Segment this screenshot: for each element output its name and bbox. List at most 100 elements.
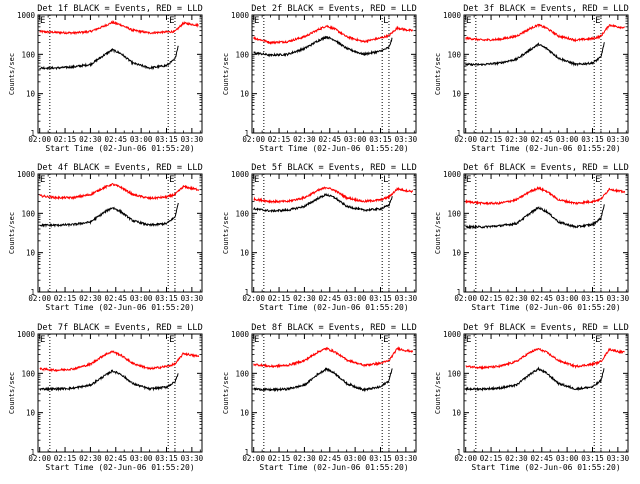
x-tick-label: 03:00	[344, 294, 367, 303]
x-tick-label: 02:15	[54, 454, 77, 463]
detector-panel-2: Det 2f BLACK = Events, RED = LLD Start Ti…	[222, 4, 418, 153]
y-tick-label: 1	[456, 448, 461, 457]
x-tick-label: 03:00	[344, 135, 367, 144]
plot-frame	[251, 173, 417, 293]
corner-mark-left: E	[40, 335, 45, 345]
corner-mark-right: E	[169, 335, 174, 345]
detector-panel-8: Det 8f BLACK = Events, RED = LLD Start Ti…	[222, 323, 418, 472]
corner-mark-left: E	[466, 175, 471, 185]
x-tick-label: 02:00	[454, 294, 477, 303]
plot-frame	[463, 14, 629, 134]
y-tick-label: 100	[235, 209, 249, 218]
x-tick-label: 02:15	[54, 135, 77, 144]
y-tick-label: 1	[456, 129, 461, 138]
lld-series-line	[253, 346, 414, 369]
corner-mark-left: E	[254, 175, 259, 185]
events-series-line	[39, 45, 179, 71]
y-axis-label: Counts/sec	[8, 212, 16, 254]
x-tick-label: 03:30	[181, 135, 204, 144]
detector-panel-5: Det 5f BLACK = Events, RED = LLD Start Ti…	[222, 163, 418, 312]
x-tick-label: 03:30	[607, 135, 630, 144]
x-tick-label: 02:45	[318, 294, 341, 303]
x-tick-label: 03:15	[369, 454, 392, 463]
y-tick-label: 1000	[231, 170, 250, 179]
y-tick-label: 10	[26, 409, 36, 418]
y-axis-label: Counts/sec	[8, 53, 16, 95]
x-tick-label: 03:00	[556, 454, 579, 463]
x-tick-label: 02:30	[293, 454, 316, 463]
x-tick-label: 03:00	[344, 454, 367, 463]
corner-mark-left: E	[254, 335, 259, 345]
y-tick-label: 1	[456, 288, 461, 297]
x-tick-label: 02:00	[242, 294, 265, 303]
x-tick-label: 03:00	[130, 294, 153, 303]
detector-panel-3: Det 3f BLACK = Events, RED = LLD Start Ti…	[434, 4, 630, 153]
detector-panel-1: Det 1f BLACK = Events, RED = LLD Start Ti…	[8, 4, 204, 153]
panel-title: Det 7f BLACK = Events, RED = LLD	[37, 323, 203, 333]
x-tick-label: 02:45	[104, 135, 127, 144]
x-tick-label: 02:15	[480, 454, 503, 463]
y-axis-label: Counts/sec	[222, 372, 230, 414]
lld-series-line	[465, 347, 625, 370]
y-tick-label: 1000	[443, 170, 462, 179]
x-tick-label: 02:15	[268, 454, 291, 463]
x-tick-label: 03:30	[181, 294, 204, 303]
y-axis-label: Counts/sec	[434, 212, 442, 254]
x-tick-label: 02:00	[242, 454, 265, 463]
y-tick-label: 10	[452, 90, 462, 99]
x-tick-label: 03:15	[155, 135, 178, 144]
x-tick-label: 02:30	[293, 135, 316, 144]
y-tick-label: 100	[235, 369, 249, 378]
y-tick-label: 10	[452, 409, 462, 418]
y-tick-label: 100	[447, 50, 461, 59]
x-tick-label: 02:45	[530, 294, 553, 303]
events-series-line	[253, 192, 393, 214]
events-series-line	[465, 42, 605, 67]
lld-series-line	[39, 182, 200, 201]
panel-title: Det 4f BLACK = Events, RED = LLD	[37, 163, 203, 173]
x-tick-label: 02:00	[454, 135, 477, 144]
events-series-line	[465, 204, 605, 230]
x-tick-label: 02:30	[505, 135, 528, 144]
y-tick-label: 10	[26, 90, 36, 99]
x-tick-label: 03:30	[395, 135, 418, 144]
x-tick-label: 02:15	[268, 135, 291, 144]
x-axis-label: Start Time (02-Jun-06 01:55:20)	[259, 144, 408, 153]
y-axis-label: Counts/sec	[434, 372, 442, 414]
y-tick-label: 100	[21, 369, 35, 378]
plot-frame	[37, 173, 203, 293]
x-axis-label: Start Time (02-Jun-06 01:55:20)	[259, 463, 408, 472]
y-tick-label: 1	[30, 288, 35, 297]
detector-panel-6: Det 6f BLACK = Events, RED = LLD Start Ti…	[434, 163, 630, 312]
corner-mark-right: L	[383, 16, 388, 26]
y-tick-label: 1000	[17, 330, 36, 339]
x-tick-label: 02:00	[242, 135, 265, 144]
corner-mark-right: E	[169, 16, 174, 26]
corner-mark-left: E	[40, 16, 45, 26]
x-tick-label: 03:15	[155, 294, 178, 303]
y-axis-label: Counts/sec	[222, 53, 230, 95]
y-tick-label: 100	[235, 50, 249, 59]
corner-mark-right: E	[595, 335, 600, 345]
x-tick-label: 03:00	[130, 454, 153, 463]
x-tick-label: 03:00	[130, 135, 153, 144]
x-tick-label: 02:15	[268, 294, 291, 303]
x-tick-label: 03:30	[607, 454, 630, 463]
x-tick-label: 03:30	[395, 454, 418, 463]
lld-series-line	[465, 185, 626, 206]
corner-mark-left: E	[466, 16, 471, 26]
y-tick-label: 1	[244, 288, 249, 297]
y-tick-label: 1	[30, 448, 35, 457]
lld-series-line	[39, 350, 200, 373]
x-tick-label: 02:45	[530, 454, 553, 463]
detector-panel-7: Det 7f BLACK = Events, RED = LLD Start Ti…	[8, 323, 204, 472]
x-axis-label: Start Time (02-Jun-06 01:55:20)	[45, 303, 194, 312]
corner-mark-right: L	[383, 175, 388, 185]
panel-title: Det 2f BLACK = Events, RED = LLD	[251, 4, 417, 14]
corner-mark-right: E	[383, 335, 388, 345]
x-tick-label: 03:15	[581, 135, 604, 144]
x-tick-label: 02:00	[28, 294, 51, 303]
y-tick-label: 10	[240, 249, 250, 258]
corner-mark-right: E	[169, 175, 174, 185]
